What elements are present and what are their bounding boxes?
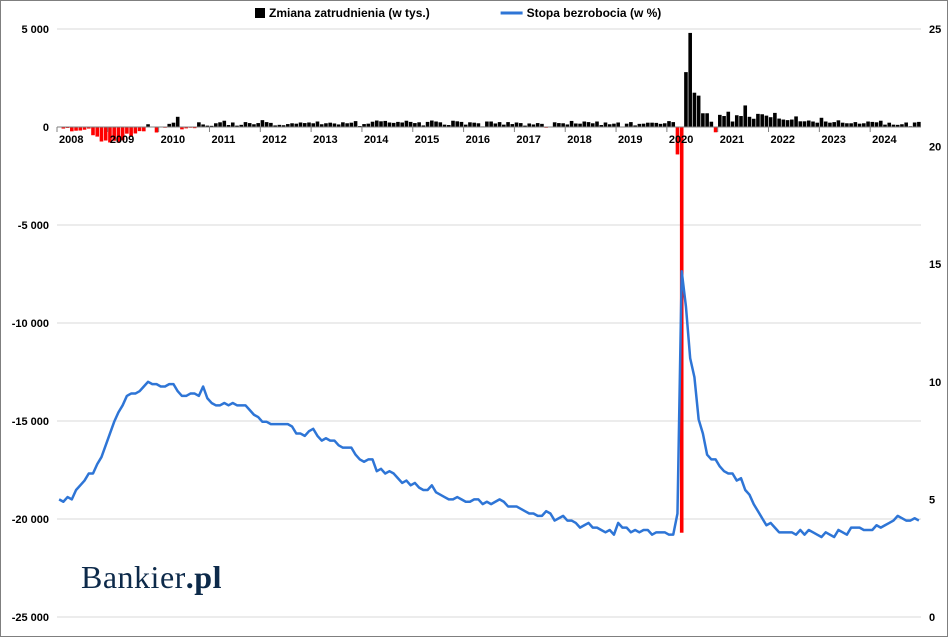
svg-text:Zmiana zatrudnienia (w tys.): Zmiana zatrudnienia (w tys.) — [269, 6, 430, 20]
svg-text:2022: 2022 — [771, 134, 795, 146]
svg-text:2015: 2015 — [415, 134, 439, 146]
logo-text-bold: .pl — [186, 559, 222, 595]
svg-text:5: 5 — [929, 494, 935, 506]
svg-text:20: 20 — [929, 142, 941, 154]
svg-text:-20 000: -20 000 — [12, 514, 49, 526]
svg-text:-15 000: -15 000 — [12, 416, 49, 428]
svg-text:2018: 2018 — [567, 134, 591, 146]
brand-logo: Bankier.pl — [81, 559, 222, 596]
svg-text:-25 000: -25 000 — [12, 612, 49, 624]
logo-text-thin: Bankier — [81, 559, 186, 595]
svg-text:2019: 2019 — [618, 134, 642, 146]
svg-text:2014: 2014 — [364, 134, 389, 146]
svg-text:2008: 2008 — [59, 134, 83, 146]
svg-text:2009: 2009 — [110, 134, 134, 146]
svg-text:0: 0 — [929, 612, 935, 624]
svg-text:2023: 2023 — [821, 134, 845, 146]
svg-text:2011: 2011 — [211, 134, 235, 146]
svg-text:25: 25 — [929, 24, 941, 36]
svg-text:2020: 2020 — [669, 134, 693, 146]
svg-text:2017: 2017 — [516, 134, 540, 146]
chart-container: 2008200920102011201220132014201520162017… — [0, 0, 948, 637]
svg-text:10: 10 — [929, 377, 941, 389]
chart-svg: 2008200920102011201220132014201520162017… — [1, 1, 948, 638]
svg-text:0: 0 — [43, 122, 49, 134]
svg-text:2013: 2013 — [313, 134, 337, 146]
svg-text:5 000: 5 000 — [21, 24, 49, 36]
svg-text:2010: 2010 — [161, 134, 185, 146]
svg-text:2016: 2016 — [466, 134, 490, 146]
svg-text:15: 15 — [929, 259, 941, 271]
svg-text:2012: 2012 — [262, 134, 286, 146]
svg-text:-5 000: -5 000 — [18, 220, 49, 232]
svg-text:-10 000: -10 000 — [12, 318, 49, 330]
svg-text:2024: 2024 — [872, 134, 897, 146]
svg-text:Stopa bezrobocia (w %): Stopa bezrobocia (w %) — [527, 6, 662, 20]
svg-text:2021: 2021 — [720, 134, 744, 146]
